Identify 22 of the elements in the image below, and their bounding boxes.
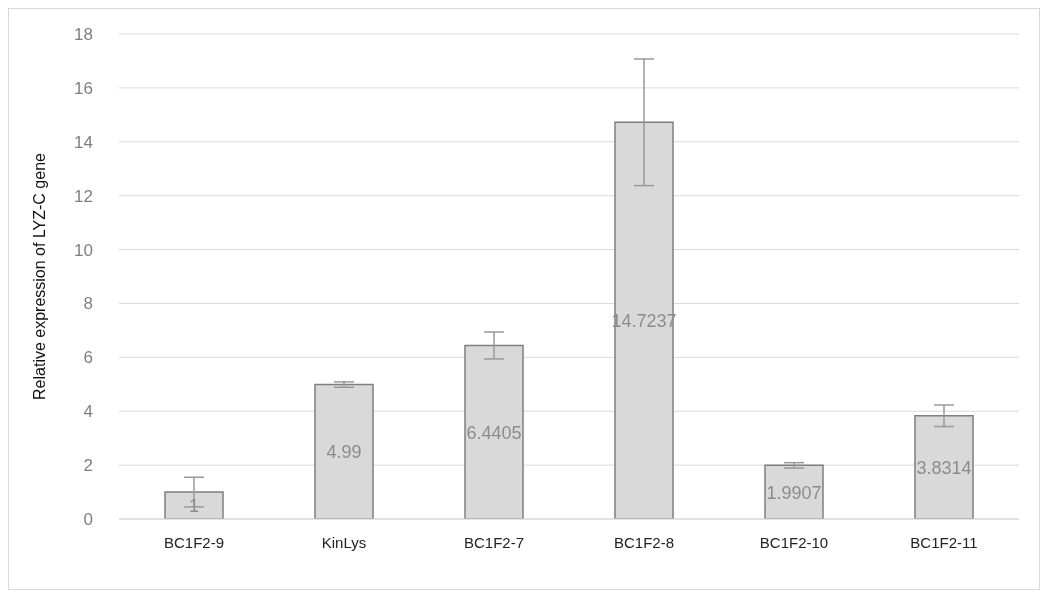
y-tick-label: 4 bbox=[83, 402, 93, 422]
x-tick-label: BC1F2-9 bbox=[163, 533, 225, 551]
y-tick-label: 2 bbox=[83, 456, 93, 476]
y-tick-label: 0 bbox=[83, 510, 93, 530]
y-tick-label: 16 bbox=[74, 78, 93, 98]
data-label: 6.4405 bbox=[466, 422, 522, 443]
x-tick-label: BC1F2-11 bbox=[910, 533, 978, 551]
data-label: 4.99 bbox=[326, 442, 362, 463]
x-tick-label: BC1F2-8 bbox=[613, 533, 675, 551]
y-tick-label: 8 bbox=[83, 294, 93, 314]
x-tick-label: BC1F2-7 bbox=[463, 533, 525, 551]
x-tick-label: KinLys bbox=[321, 533, 367, 551]
data-label: 3.8314 bbox=[916, 457, 972, 478]
data-label: 1 bbox=[188, 495, 200, 516]
y-axis-title: Relative expression of LYZ-C gene bbox=[30, 152, 48, 400]
y-tick-label: 18 bbox=[74, 25, 93, 45]
y-tick-label: 6 bbox=[83, 348, 93, 368]
y-tick-label: 12 bbox=[74, 186, 93, 206]
x-tick-label: BC1F2-10 bbox=[759, 533, 829, 551]
data-label: 1.9907 bbox=[766, 482, 822, 503]
y-tick-label: 10 bbox=[74, 240, 93, 260]
y-tick-label: 14 bbox=[74, 132, 93, 152]
